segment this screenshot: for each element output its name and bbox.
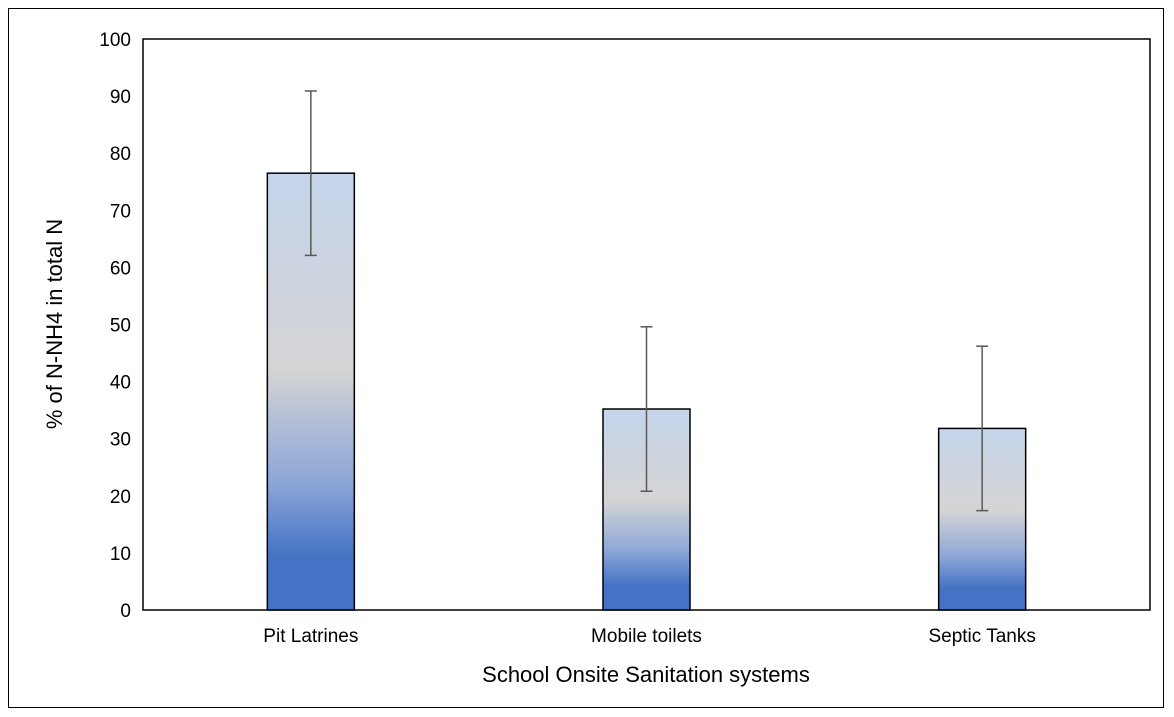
- x-tick-label: Septic Tanks: [928, 626, 1035, 647]
- error-bar: [976, 345, 989, 512]
- x-tick-label: Mobile toilets: [591, 626, 702, 647]
- y-tick-label: 20: [110, 487, 131, 508]
- bar-chart: 0 10 20 30 40 50 60 70 80 90 100 Pit Latrines Mobil…: [42, 30, 1151, 687]
- y-tick-label: 50: [110, 316, 131, 337]
- chart-frame: 0 10 20 30 40 50 60 70 80 90 100 Pit Latrines Mobil…: [8, 8, 1164, 708]
- y-tick-label: 10: [110, 544, 131, 565]
- y-axis-ticks: 0 10 20 30 40 50 60 70 80 90 100: [99, 30, 131, 622]
- error-bar: [640, 326, 653, 492]
- y-tick-label: 0: [120, 601, 131, 622]
- y-axis-title: % of N-NH4 in total N: [42, 219, 67, 429]
- y-tick-label: 100: [99, 30, 131, 51]
- error-bars: [304, 90, 989, 512]
- x-axis-title: School Onsite Sanitation systems: [482, 662, 810, 687]
- y-tick-label: 80: [110, 144, 131, 165]
- y-tick-label: 60: [110, 258, 131, 279]
- y-tick-label: 70: [110, 201, 131, 222]
- y-tick-label: 90: [110, 87, 131, 108]
- x-axis-ticks: Pit Latrines Mobile toilets Septic Tanks: [263, 626, 1036, 647]
- y-tick-label: 30: [110, 430, 131, 451]
- y-tick-label: 40: [110, 373, 131, 394]
- x-tick-label: Pit Latrines: [263, 626, 358, 647]
- error-bar: [304, 90, 317, 257]
